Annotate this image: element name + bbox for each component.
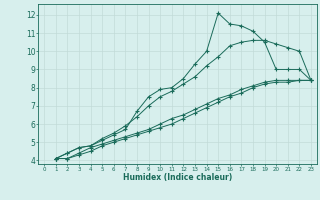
X-axis label: Humidex (Indice chaleur): Humidex (Indice chaleur) — [123, 173, 232, 182]
